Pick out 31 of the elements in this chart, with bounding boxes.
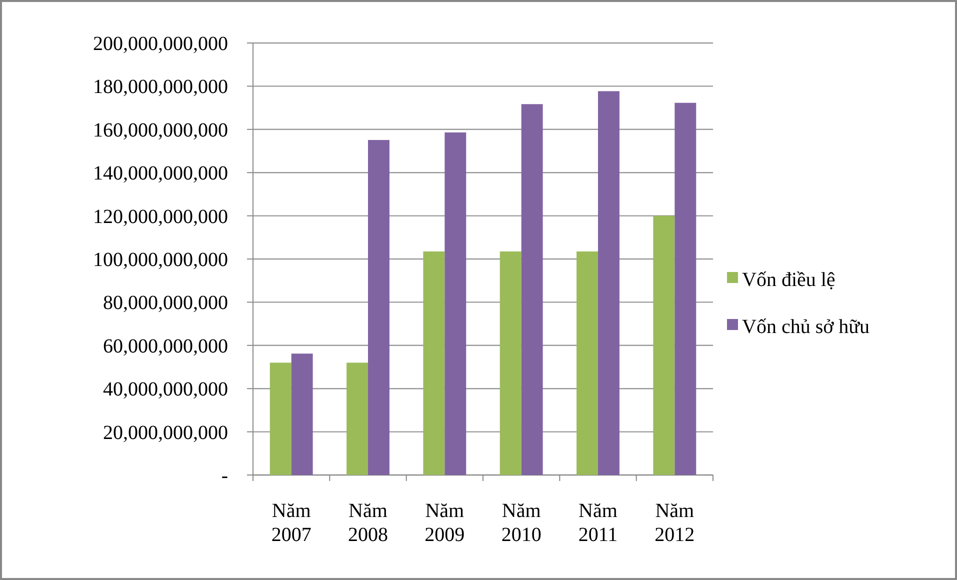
x-tick-label: Năm 2009 xyxy=(424,500,465,546)
bar xyxy=(346,362,368,475)
bar xyxy=(444,132,466,475)
bar xyxy=(598,91,620,475)
x-tick-label: Năm 2007 xyxy=(271,500,312,546)
y-tick-label: 180,000,000,000 xyxy=(93,76,228,98)
bar xyxy=(576,251,598,475)
y-tick-label: - xyxy=(221,465,228,487)
bar xyxy=(500,251,522,475)
y-tick-label: 40,000,000,000 xyxy=(103,378,228,401)
bar xyxy=(368,140,390,475)
bar xyxy=(674,102,696,475)
y-tick-label: 200,000,000,000 xyxy=(93,33,228,55)
bar xyxy=(521,104,543,475)
y-tick-label: 160,000,000,000 xyxy=(93,119,228,142)
y-tick-label: 140,000,000,000 xyxy=(93,162,228,185)
bar xyxy=(423,251,445,475)
legend-label: Vốn chủ sở hữu xyxy=(742,316,870,338)
legend-label: Vốn điều lệ xyxy=(742,269,836,291)
y-tick-label: 20,000,000,000 xyxy=(103,422,228,444)
y-tick-label: 60,000,000,000 xyxy=(103,335,228,358)
bar xyxy=(291,354,313,475)
y-tick-label: 120,000,000,000 xyxy=(93,206,228,228)
y-tick-label: 100,000,000,000 xyxy=(93,249,228,271)
x-tick-label: Năm 2012 xyxy=(654,500,695,546)
x-tick-label: Năm 2008 xyxy=(348,500,388,546)
x-tick-label: Năm 2010 xyxy=(501,500,542,546)
bar xyxy=(270,362,292,475)
x-tick-label: Năm 2011 xyxy=(578,500,618,546)
bar xyxy=(653,216,675,475)
y-tick-label: 80,000,000,000 xyxy=(103,292,228,314)
